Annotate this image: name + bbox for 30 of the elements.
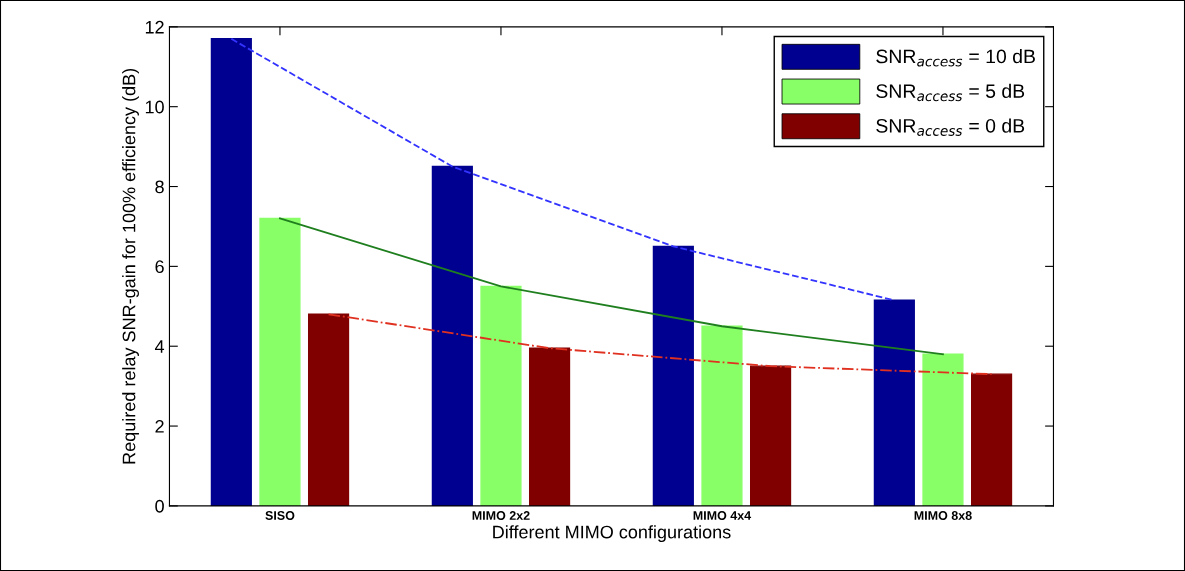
bar — [701, 325, 743, 506]
bar — [480, 285, 522, 506]
line-series — [327, 313, 993, 376]
x-tick-label: SISO — [265, 511, 295, 520]
x-tick-label: MIMO 2x2 — [472, 511, 530, 520]
legend-label: SNR$_{access}$ = 10 dB — [876, 49, 1035, 67]
y-tick-label: 4 — [154, 340, 165, 353]
x-axis-title: Different MIMO configurations — [493, 525, 731, 543]
bar — [210, 38, 252, 506]
legend-label: SNR$_{access}$ = 0 dB — [876, 118, 1025, 136]
bar — [652, 245, 694, 506]
legend-label: SNR$_{access}$ = 5 dB — [876, 83, 1025, 102]
x-tick-label: MIMO 8x8 — [914, 511, 972, 520]
bar — [749, 365, 792, 506]
line-series — [279, 217, 944, 356]
y-tick-label: 12 — [145, 20, 164, 34]
y-tick-label: 6 — [155, 260, 164, 274]
bar — [970, 373, 1013, 506]
bar — [259, 217, 301, 506]
y-tick-label: 2 — [155, 420, 164, 433]
y-tick-label: 10 — [145, 100, 164, 114]
y-tick-label: 8 — [155, 180, 164, 194]
bar — [431, 165, 473, 506]
y-axis-title: Required relay SNR-gain for 100% efficiency (dB) — [122, 68, 139, 464]
x-tick-label: MIMO 4x4 — [693, 511, 752, 520]
bar — [922, 353, 964, 506]
y-tick-label: 0 — [155, 499, 164, 513]
bar — [307, 313, 350, 506]
bar — [528, 347, 571, 506]
bar — [873, 299, 915, 506]
